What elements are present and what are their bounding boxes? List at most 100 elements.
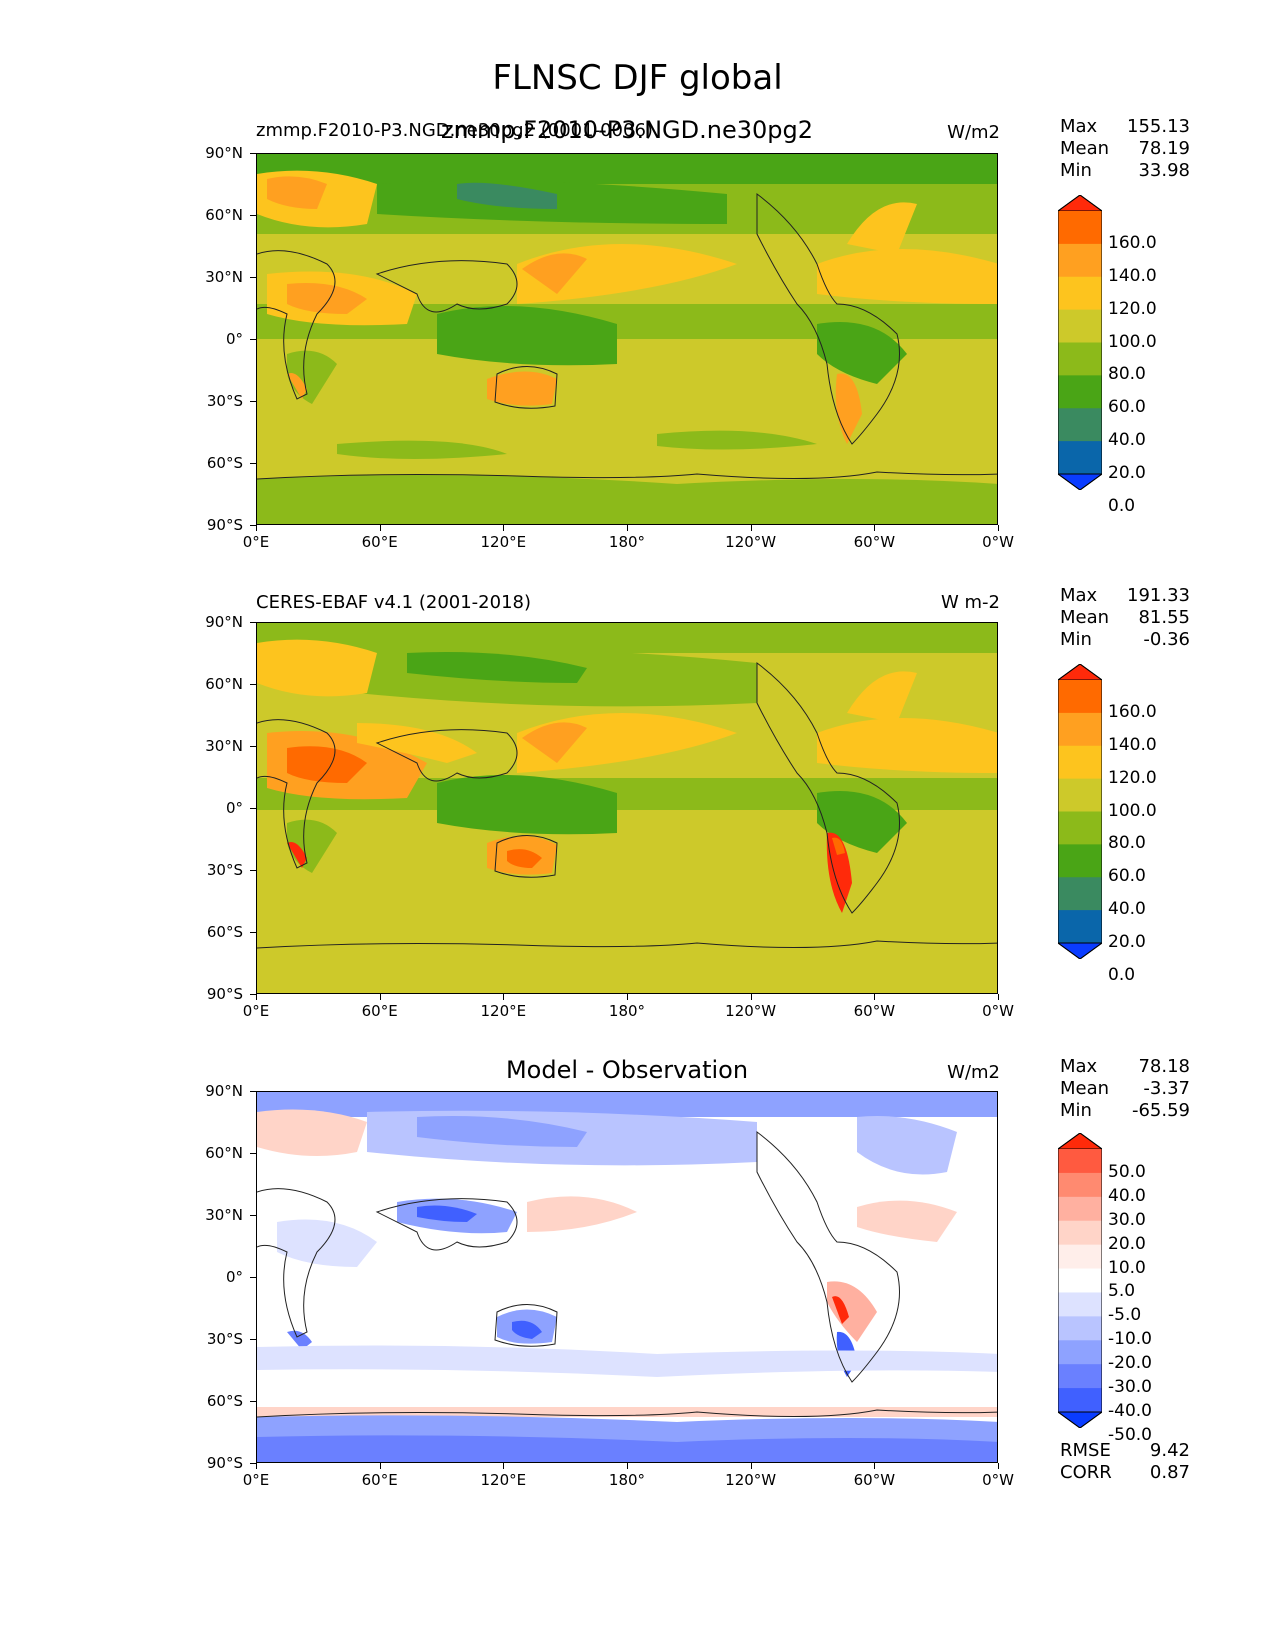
colorbar-segment [1058, 342, 1102, 376]
colorbar-tick-label: 5.0 [1108, 1281, 1136, 1302]
lat-tick-label: 0° [225, 799, 243, 817]
lat-tick [250, 525, 256, 526]
rmse-value: 9.42 [1149, 1440, 1190, 1461]
colorbar [1058, 664, 1102, 959]
lat-tick-label: 0° [225, 330, 243, 348]
colorbar-segment [1058, 877, 1102, 911]
lon-tick [379, 994, 381, 1000]
lon-tick-label: 180° [608, 533, 646, 551]
lon-tick [998, 994, 999, 1000]
lat-tick-label: 30°S [206, 861, 243, 879]
stats-observation: Max 191.33 Mean 81.55 Min -0.36 [1060, 585, 1190, 651]
colorbar-segment [1058, 712, 1102, 747]
lat-tick-label: 30°N [205, 737, 243, 755]
lat-tick-label: 90°S [206, 516, 243, 534]
stats-model: Max 155.13 Mean 78.19 Min 33.98 [1060, 116, 1190, 182]
colorbar-tick-label: 140.0 [1108, 265, 1157, 286]
colorbar-tick-label: 20.0 [1108, 932, 1146, 952]
lat-tick-label: 0° [225, 1268, 243, 1286]
stat-mean-label: Mean [1060, 1078, 1110, 1099]
lon-tick [874, 1463, 876, 1469]
colorbar-extend-max [1058, 195, 1102, 212]
colorbar-extend-min [1058, 942, 1102, 959]
colorbar-segment [1058, 1316, 1102, 1341]
lat-tick-label: 30°S [206, 392, 243, 410]
colorbar-tick-label: 20.0 [1108, 1233, 1146, 1254]
map-model [256, 153, 998, 525]
colorbar-tick-label: 80.0 [1108, 364, 1146, 385]
lat-tick-label: 60°N [205, 1144, 243, 1162]
colorbar-tick-label: 160.0 [1108, 701, 1157, 722]
lat-tick-label: 60°S [206, 454, 243, 472]
lat-tick [250, 277, 256, 278]
colorbar-tick-label: -5.0 [1108, 1305, 1142, 1326]
stat-max-value: 78.18 [1138, 1056, 1190, 1077]
corr-value: 0.87 [1149, 1462, 1190, 1483]
stat-min-label: Min [1060, 1100, 1092, 1121]
lat-tick [250, 339, 256, 340]
lon-tick [379, 1463, 381, 1469]
colorbar-extend-min [1058, 1411, 1102, 1428]
colorbar-tick-label: 20.0 [1108, 463, 1146, 483]
colorbar-tick-label: 100.0 [1108, 800, 1157, 821]
colorbar-tick-label: 50.0 [1108, 1161, 1146, 1182]
lon-tick [750, 994, 752, 1000]
lon-tick [256, 994, 257, 1000]
panel-model-left-title: zmmp.F2010-P3.NGD.ne30pg2 (0001-0006) [256, 120, 653, 141]
lon-tick-label: 120°E [480, 1471, 527, 1489]
lat-tick [250, 1277, 256, 1278]
lat-tick-label: 60°N [205, 675, 243, 693]
lat-tick [250, 1401, 256, 1402]
map-difference [256, 1091, 998, 1463]
lon-tick-label: 120°E [480, 533, 527, 551]
colorbar-tick-label: 40.0 [1108, 430, 1146, 451]
colorbar-segment [1058, 680, 1102, 714]
lon-tick-label: 60°E [361, 1002, 398, 1020]
lat-tick [250, 746, 256, 747]
lat-tick [250, 1463, 256, 1464]
lon-tick-label: 180° [608, 1471, 646, 1489]
lon-tick-label: 0°W [982, 1002, 1014, 1020]
stat-min-label: Min [1060, 629, 1092, 650]
stat-mean-value: 81.55 [1138, 607, 1190, 628]
lon-tick-label: 0°E [242, 533, 270, 551]
colorbar [1058, 195, 1102, 490]
colorbar-segment [1058, 441, 1102, 475]
panel-observation-left-title: CERES-EBAF v4.1 (2001-2018) [256, 592, 532, 613]
lat-tick-label: 90°S [206, 1454, 243, 1472]
lon-tick-label: 120°W [725, 1002, 777, 1020]
stat-min-value: 33.98 [1138, 160, 1190, 181]
colorbar-segment [1058, 1149, 1102, 1174]
colorbar-tick-label: 40.0 [1108, 899, 1146, 920]
lon-tick [256, 1463, 257, 1469]
colorbar-segment [1058, 276, 1102, 311]
colorbar-tick-label: 30.0 [1108, 1209, 1146, 1230]
lon-tick [627, 1463, 628, 1469]
stat-max-value: 155.13 [1127, 116, 1190, 137]
colorbar-tick-label: -50.0 [1108, 1424, 1152, 1445]
lon-tick-label: 60°E [361, 1471, 398, 1489]
lon-tick [998, 525, 999, 531]
stat-max-label: Max [1060, 1056, 1098, 1077]
lat-tick-label: 60°S [206, 923, 243, 941]
lon-tick-label: 120°E [480, 1002, 527, 1020]
lat-tick [250, 1091, 256, 1092]
lat-tick [250, 808, 256, 809]
lon-tick-label: 0°E [242, 1002, 270, 1020]
lat-tick-label: 30°N [205, 268, 243, 286]
lon-tick [503, 525, 505, 531]
lon-tick-label: 60°E [361, 533, 398, 551]
colorbar-segment [1058, 778, 1102, 812]
lon-tick-label: 180° [608, 1002, 646, 1020]
stat-mean-label: Mean [1060, 607, 1110, 628]
colorbar-segment [1058, 1340, 1102, 1365]
lon-tick-label: 0°E [242, 1471, 270, 1489]
lon-tick-label: 0°W [982, 1471, 1014, 1489]
lat-tick-label: 30°N [205, 1206, 243, 1224]
colorbar-tick-label: 60.0 [1108, 866, 1146, 887]
colorbar-segment [1058, 1388, 1102, 1413]
stat-mean-value: -3.37 [1143, 1078, 1190, 1099]
lat-tick [250, 401, 256, 402]
colorbar-segment [1058, 1244, 1102, 1270]
colorbar-tick-label: 0.0 [1108, 495, 1136, 516]
